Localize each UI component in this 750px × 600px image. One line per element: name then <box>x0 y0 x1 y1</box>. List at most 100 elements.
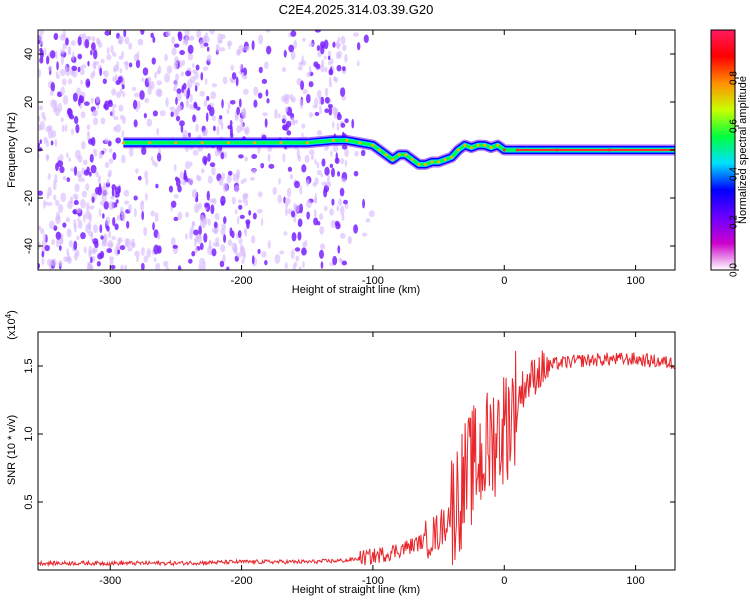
noise-blob <box>320 44 325 55</box>
noise-blob <box>104 137 109 143</box>
noise-blob <box>235 76 239 87</box>
noise-blob <box>194 81 200 87</box>
noise-blob <box>243 192 249 200</box>
track-point <box>200 141 204 145</box>
noise-blob <box>293 216 297 223</box>
noise-blob <box>274 253 281 264</box>
noise-blob <box>321 181 328 186</box>
noise-blob <box>353 170 359 177</box>
noise-blob <box>260 162 265 169</box>
noise-blob <box>239 214 245 219</box>
noise-blob <box>187 177 194 186</box>
noise-blob <box>52 182 57 191</box>
noise-blob <box>57 260 63 267</box>
noise-blob <box>290 30 297 37</box>
noise-blob <box>297 65 303 71</box>
noise-blob <box>147 76 152 84</box>
noise-blob <box>183 169 187 178</box>
noise-blob <box>356 42 361 51</box>
noise-blob <box>236 168 241 179</box>
noise-blob <box>38 190 43 196</box>
noise-blob <box>211 83 217 88</box>
noise-blob <box>177 211 183 221</box>
noise-blob <box>188 35 195 41</box>
noise-blob <box>81 190 88 198</box>
noise-blob <box>39 120 45 131</box>
noise-blob <box>313 217 319 226</box>
noise-blob <box>192 149 199 156</box>
noise-blob <box>156 127 160 136</box>
noise-blob <box>324 87 329 97</box>
noise-blob <box>61 124 65 133</box>
noise-blob <box>207 104 212 111</box>
track-point <box>371 143 375 147</box>
noise-blob <box>41 257 45 265</box>
noise-blob <box>137 38 144 46</box>
noise-blob <box>212 125 216 132</box>
noise-blob <box>205 36 210 43</box>
noise-blob <box>251 255 255 265</box>
noise-blob <box>95 170 99 178</box>
noise-blob <box>91 248 97 255</box>
noise-blob <box>185 36 188 47</box>
noise-blob <box>229 99 236 105</box>
noise-blob <box>39 57 44 64</box>
track-point <box>423 162 427 166</box>
noise-blob <box>140 200 145 205</box>
colorbar-tick-label: 0.8 <box>729 71 740 85</box>
noise-blob <box>60 55 64 66</box>
colorbar-tick-label: 0.6 <box>729 119 740 133</box>
noise-blob <box>267 240 271 249</box>
noise-blob <box>74 249 80 257</box>
noise-blob <box>289 173 294 180</box>
noise-blob <box>258 66 263 74</box>
noise-blob <box>102 70 106 75</box>
noise-blob <box>121 84 125 90</box>
noise-blob <box>294 247 301 252</box>
noise-blob <box>283 231 288 236</box>
noise-blob <box>284 93 289 102</box>
track-point <box>502 148 506 152</box>
noise-blob <box>111 88 117 96</box>
noise-blob <box>295 255 300 262</box>
noise-blob <box>109 148 113 153</box>
noise-blob <box>172 244 178 249</box>
noise-blob <box>248 209 252 216</box>
noise-blob <box>176 88 182 94</box>
noise-blob <box>40 228 45 235</box>
noise-blob <box>90 42 96 51</box>
track-point <box>404 153 408 157</box>
noise-blob <box>152 222 155 231</box>
snr-y-label: SNR (10 * v/v) <box>6 415 18 485</box>
noise-blob <box>38 142 41 148</box>
noise-blob <box>262 112 268 117</box>
noise-blob <box>288 44 295 53</box>
noise-blob <box>194 247 198 254</box>
noise-blob <box>77 66 81 73</box>
noise-blob <box>150 156 154 162</box>
noise-blob <box>291 96 296 103</box>
noise-blob <box>117 76 123 83</box>
noise-blob <box>304 154 310 163</box>
noise-blob <box>199 90 205 97</box>
noise-blob <box>257 191 263 198</box>
noise-blob <box>73 240 78 251</box>
noise-blob <box>175 107 180 116</box>
noise-blob <box>265 30 271 33</box>
noise-blob <box>171 47 177 56</box>
noise-blob <box>111 236 116 241</box>
noise-blob <box>107 140 112 147</box>
noise-blob <box>155 262 161 270</box>
noise-blob <box>91 36 96 42</box>
noise-blob <box>66 228 72 238</box>
noise-blob <box>39 47 43 53</box>
noise-blob <box>330 66 333 76</box>
noise-blob <box>237 230 242 238</box>
noise-blob <box>90 164 97 174</box>
noise-blob <box>223 216 227 224</box>
noise-blob <box>44 201 48 206</box>
noise-blob <box>144 97 149 104</box>
noise-blob <box>344 147 349 158</box>
track-point <box>410 158 414 162</box>
noise-blob <box>94 240 99 249</box>
